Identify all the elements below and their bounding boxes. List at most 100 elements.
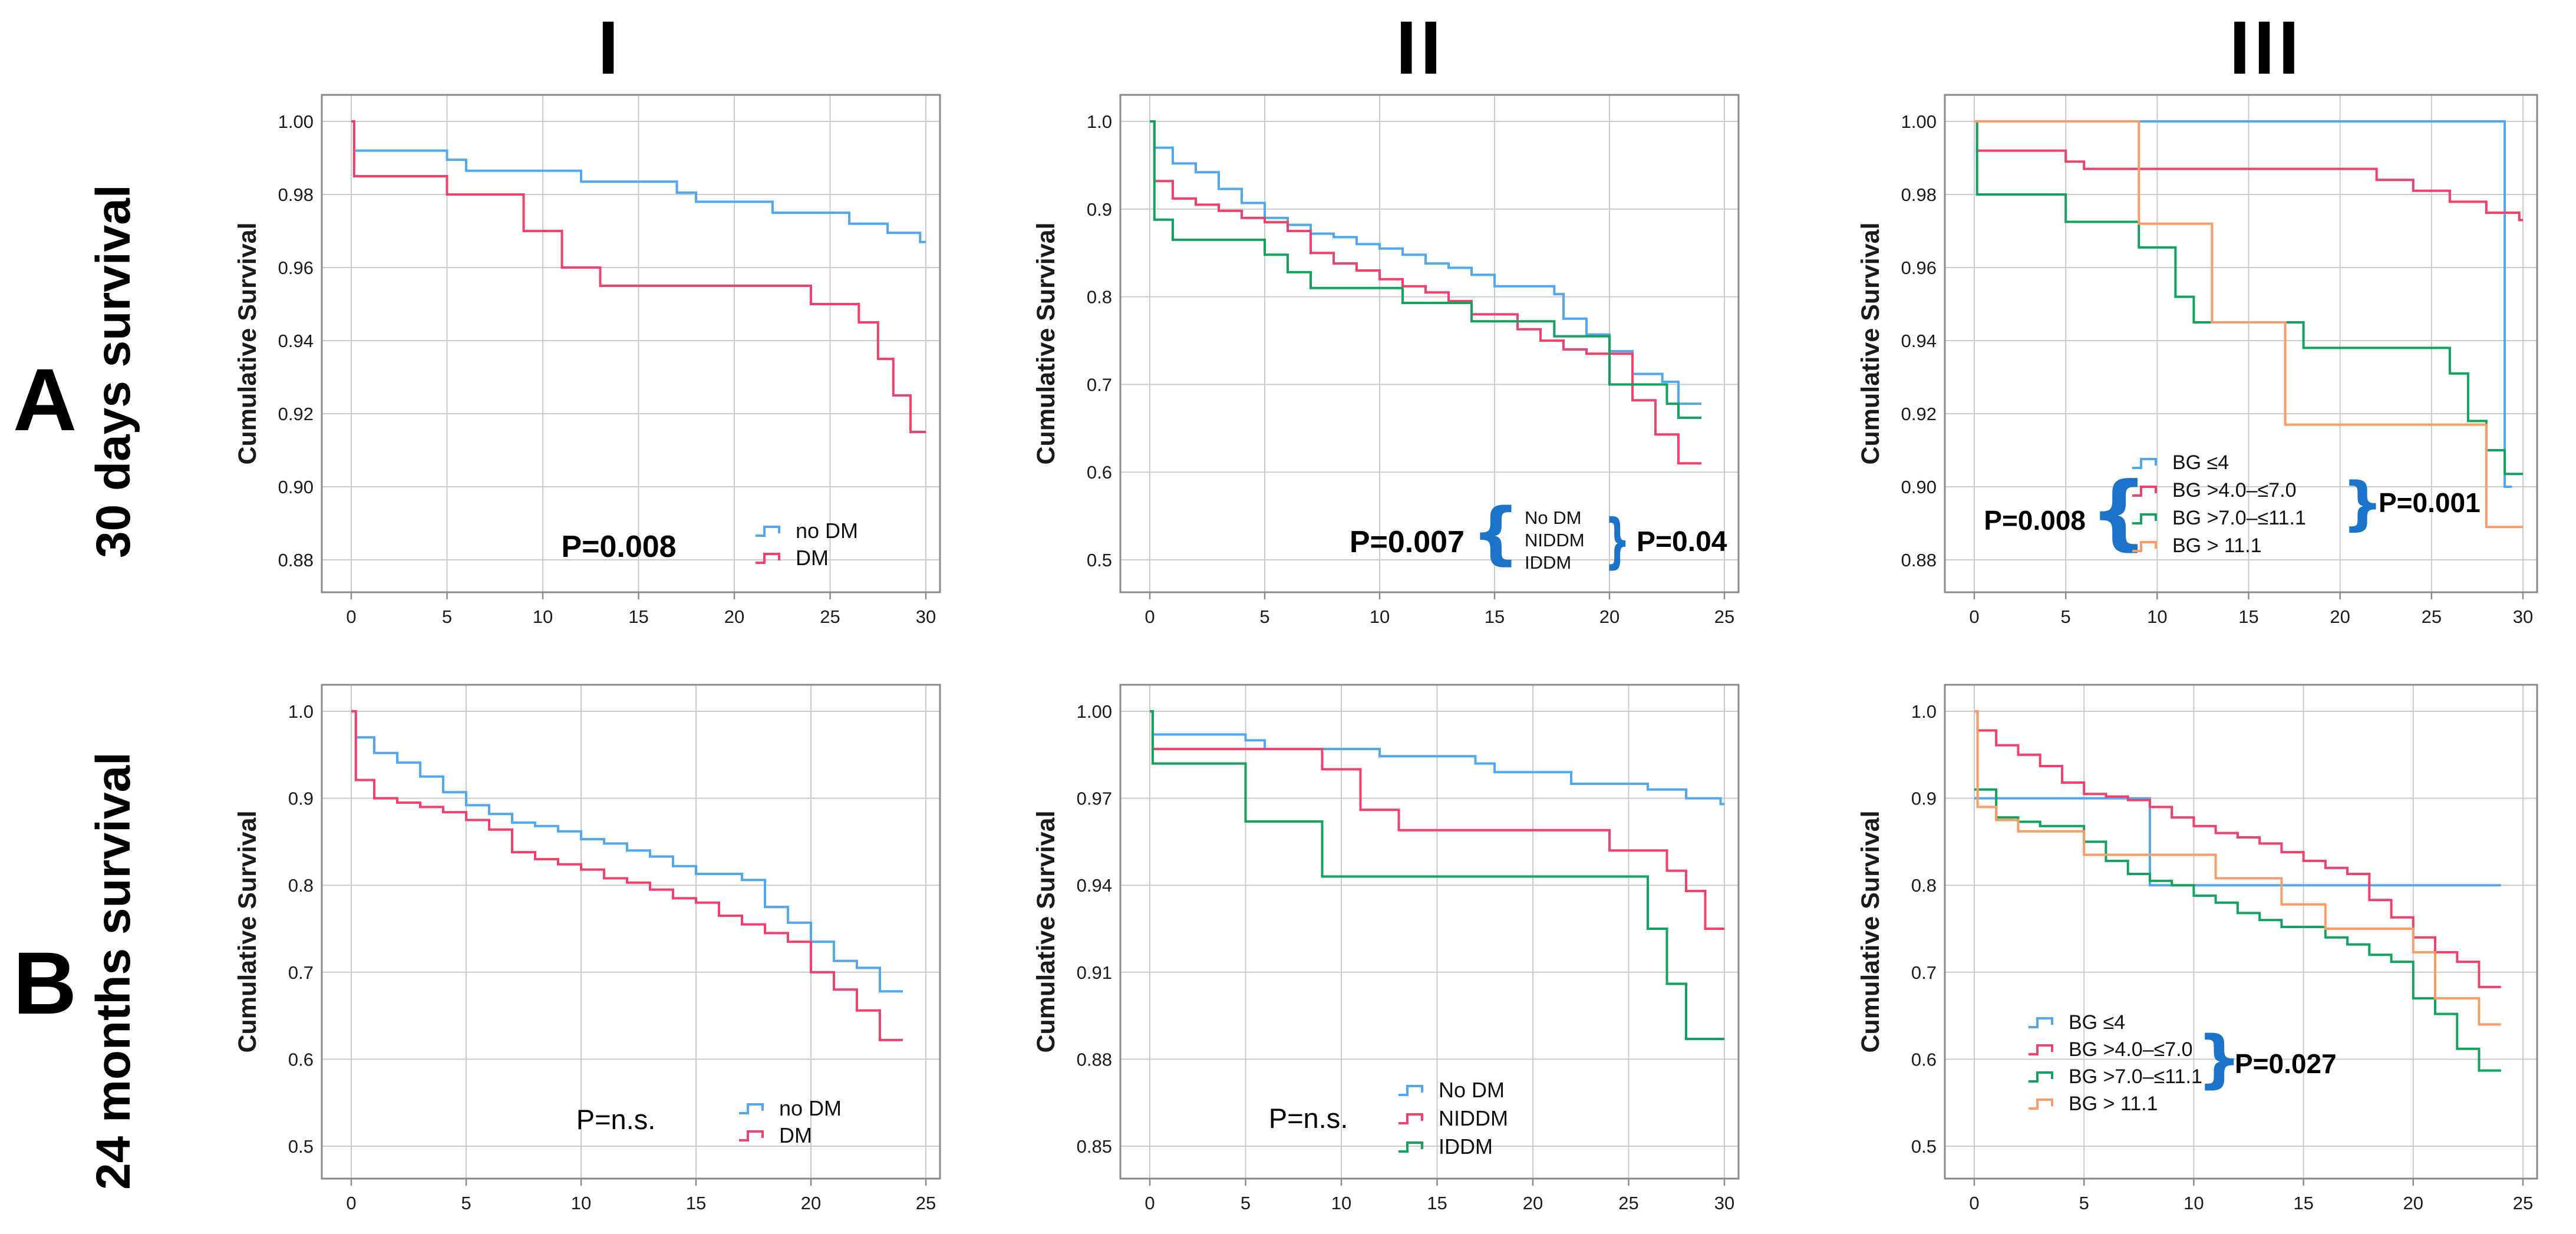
svg-text:20: 20 [1599, 606, 1620, 627]
legend-label: no DM [779, 1096, 842, 1120]
svg-text:15: 15 [1485, 606, 1505, 627]
panel-a2-survival-chart: 0 5 10 15 20 25 1.0 0.9 0.8 0.7 0.6 0.5 Cumulative S… [1023, 59, 1771, 654]
panel-a1-survival-chart: 0 5 10 15 20 25 30 1.00 0.98 0.96 0.94 0.92 0.90 0.88… [224, 59, 972, 654]
svg-text:0.9: 0.9 [1087, 199, 1112, 220]
svg-text:0.6: 0.6 [1087, 462, 1112, 483]
svg-text:0.88: 0.88 [1077, 1049, 1112, 1070]
svg-text:0.97: 0.97 [1077, 788, 1112, 809]
svg-text:10: 10 [1331, 1193, 1351, 1213]
legend-b3: BG ≤4 BG >4.0–≤7.0 BG >7.0–≤11.1 BG > 11.1 [2027, 1009, 2202, 1117]
legend-item: BG >7.0–≤11.1 [2027, 1063, 2202, 1090]
panel-b1-survival-chart: 0 5 10 15 20 25 1.0 0.9 0.8 0.7 0.6 0.5 Cumulative S… [224, 625, 972, 1234]
legend-item: DM [738, 1122, 842, 1149]
legend-label: BG > 11.1 [2172, 534, 2262, 557]
svg-text:15: 15 [1427, 1193, 1447, 1213]
step-line-swatch-icon [1399, 1113, 1423, 1124]
svg-text:15: 15 [2238, 606, 2258, 627]
svg-text:0: 0 [346, 606, 356, 627]
group-label: IDDM [1525, 552, 1572, 573]
svg-text:0.5: 0.5 [1911, 1136, 1937, 1157]
svg-text:20: 20 [1523, 1193, 1543, 1213]
svg-text:10: 10 [571, 1193, 591, 1213]
svg-text:0.90: 0.90 [1901, 477, 1937, 497]
legend-item: no DM [754, 517, 858, 545]
group-label: NIDDM [1525, 530, 1585, 550]
p-value-a3-pairwise: P=0.001 [2379, 487, 2481, 518]
row-label-30-days-survival: 30 days survival [87, 184, 140, 558]
survival-plot-b3: 0 5 10 15 20 25 1.0 0.9 0.8 0.7 0.6 0.5 Cumulative S… [1856, 684, 2538, 1213]
p-value-b1: P=n.s. [576, 1104, 656, 1135]
survival-curve-pink [1974, 120, 2523, 222]
step-line-swatch-icon [739, 1130, 764, 1141]
svg-text:0.96: 0.96 [1901, 258, 1937, 278]
survival-curve-pink [1974, 710, 2501, 988]
svg-text:30: 30 [1714, 1193, 1734, 1213]
svg-text:0.5: 0.5 [1087, 550, 1112, 570]
step-line-swatch-icon [1399, 1141, 1423, 1153]
survival-curve-blue [1150, 710, 1724, 806]
curly-brace-icon: } [2197, 1022, 2242, 1095]
svg-text:5: 5 [461, 1193, 471, 1213]
svg-text:0: 0 [1144, 1193, 1155, 1213]
legend-label: IDDM [1439, 1134, 1493, 1159]
legend-a3: BG ≤4 BG >4.0–≤7.0 BG >7.0–≤11.1 BG > 11.1 [2131, 449, 2306, 560]
legend-item: BG ≤4 [2131, 449, 2306, 477]
survival-curve-green [1150, 120, 1701, 419]
legend-item: BG > 11.1 [2027, 1090, 2202, 1117]
legend-b2: No DM NIDDM IDDM [1397, 1076, 1508, 1161]
svg-text:5: 5 [2079, 1193, 2089, 1213]
p-value-a2-groups: P=0.007 [1349, 525, 1465, 559]
legend-item: BG >4.0–≤7.0 [2131, 477, 2306, 504]
svg-text:30: 30 [2513, 606, 2533, 627]
svg-text:Cumulative Survival: Cumulative Survival [1032, 810, 1060, 1052]
legend-label: NIDDM [1439, 1106, 1508, 1130]
svg-text:0: 0 [1144, 606, 1155, 627]
svg-text:25: 25 [1618, 1193, 1638, 1213]
svg-text:0.6: 0.6 [1911, 1049, 1937, 1070]
svg-text:0.90: 0.90 [278, 477, 314, 497]
svg-text:0.91: 0.91 [1077, 962, 1112, 983]
svg-text:0.88: 0.88 [278, 550, 314, 570]
legend-item: No DM [1397, 1076, 1508, 1104]
step-line-swatch-icon [2132, 457, 2157, 469]
svg-text:0.7: 0.7 [1911, 962, 1937, 983]
svg-text:1.0: 1.0 [1087, 111, 1112, 132]
svg-text:20: 20 [724, 606, 744, 627]
survival-curve-orange [1974, 710, 2501, 1026]
survival-curve-orange [1974, 120, 2523, 529]
svg-text:Cumulative Survival: Cumulative Survival [1856, 810, 1885, 1052]
step-line-swatch-icon [2029, 1098, 2053, 1110]
step-line-swatch-icon [2132, 540, 2157, 552]
panel-a3-survival-chart: 0 5 10 15 20 25 30 1.00 0.98 0.96 0.94 0.92 0.90 0.88… [1847, 59, 2576, 654]
svg-text:5: 5 [2061, 606, 2071, 627]
survival-plot-a2: 0 5 10 15 20 25 1.0 0.9 0.8 0.7 0.6 0.5 Cumulative S… [1032, 94, 1740, 627]
step-line-swatch-icon [2029, 1071, 2053, 1083]
legend-item: BG >4.0–≤7.0 [2027, 1036, 2202, 1063]
svg-text:0.88: 0.88 [1901, 550, 1937, 570]
survival-curve-pink [1150, 120, 1701, 465]
svg-text:Cumulative Survival: Cumulative Survival [1032, 222, 1060, 464]
survival-curve-green [1150, 710, 1724, 1040]
svg-text:0.7: 0.7 [288, 962, 314, 983]
legend-label: BG > 11.1 [2069, 1092, 2158, 1115]
svg-text:0.8: 0.8 [288, 875, 314, 896]
svg-text:1.00: 1.00 [1901, 111, 1937, 132]
curly-brace-icon: } [1605, 506, 1630, 575]
svg-text:25: 25 [820, 606, 840, 627]
svg-text:1.0: 1.0 [288, 701, 314, 722]
legend-label: No DM [1439, 1078, 1505, 1102]
svg-text:1.00: 1.00 [1077, 701, 1112, 722]
step-line-swatch-icon [756, 526, 780, 537]
svg-text:0.94: 0.94 [1901, 331, 1937, 351]
survival-curve-blue [351, 120, 926, 243]
survival-curve-blue [351, 710, 903, 993]
svg-text:0.9: 0.9 [288, 788, 314, 809]
svg-text:Cumulative Survival: Cumulative Survival [233, 810, 262, 1052]
svg-text:10: 10 [533, 606, 553, 627]
step-line-swatch-icon [2029, 1017, 2053, 1028]
group-label-list-a2: No DM NIDDM IDDM [1525, 507, 1585, 574]
svg-text:0.85: 0.85 [1077, 1136, 1112, 1157]
svg-text:0.5: 0.5 [288, 1136, 314, 1157]
svg-text:25: 25 [916, 1193, 936, 1213]
legend-label: BG >7.0–≤11.1 [2172, 507, 2306, 529]
